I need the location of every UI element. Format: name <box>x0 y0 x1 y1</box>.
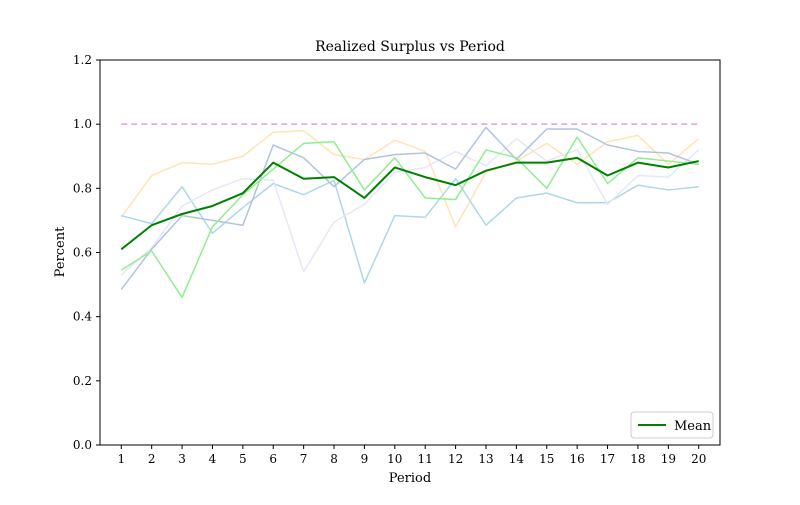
series-line-mean <box>120 156 699 251</box>
series-line-1 <box>120 129 700 228</box>
x-tick-label: 1 <box>117 452 125 466</box>
y-tick-label: 1.2 <box>73 53 92 67</box>
y-tick-label: 0.4 <box>73 310 92 324</box>
x-tick-label: 12 <box>448 452 463 466</box>
legend: Mean <box>630 411 714 439</box>
chart-title: Realized Surplus vs Period <box>315 39 505 55</box>
series-line-5 <box>120 136 699 299</box>
x-tick-label: 17 <box>600 452 615 466</box>
x-tick-label: 15 <box>539 452 554 466</box>
x-tick-label: 20 <box>691 452 706 466</box>
y-tick-label: 0.8 <box>73 181 92 195</box>
legend-mean-label: Mean <box>674 419 712 434</box>
x-tick-label: 9 <box>361 452 369 466</box>
legend-box <box>630 411 714 439</box>
x-tick-label: 16 <box>570 452 585 466</box>
x-tick-label: 19 <box>661 452 676 466</box>
series-line-3 <box>120 137 700 276</box>
x-tick-label: 10 <box>387 452 402 466</box>
x-tick-label: 7 <box>300 452 308 466</box>
x-tick-label: 3 <box>178 452 186 466</box>
x-tick-label: 2 <box>148 452 156 466</box>
x-tick-label: 11 <box>418 452 433 466</box>
x-axis-title: Period <box>389 471 431 486</box>
x-tick-label: 5 <box>239 452 247 466</box>
x-axis: 1 2 3 4 5 6 7 8 9 10 11 12 13 14 15 16 17 18 19 20 <box>117 445 706 466</box>
y-tick-label: 0.6 <box>73 246 92 260</box>
x-tick-label: 6 <box>269 452 277 466</box>
y-tick-label: 0.0 <box>73 438 92 452</box>
x-tick-label: 14 <box>509 452 525 466</box>
x-tick-label: 8 <box>330 452 338 466</box>
x-tick-label: 18 <box>630 452 645 466</box>
y-tick-label: 0.2 <box>73 374 92 388</box>
x-tick-label: 4 <box>209 452 217 466</box>
series-line-2 <box>121 177 699 284</box>
y-axis-title: Percent <box>53 226 68 277</box>
y-axis: 0.0 0.2 0.4 0.6 0.8 1.0 1.2 <box>73 53 100 452</box>
series-layer <box>120 123 700 299</box>
x-tick-label: 13 <box>478 452 493 466</box>
y-tick-label: 1.0 <box>73 117 92 131</box>
